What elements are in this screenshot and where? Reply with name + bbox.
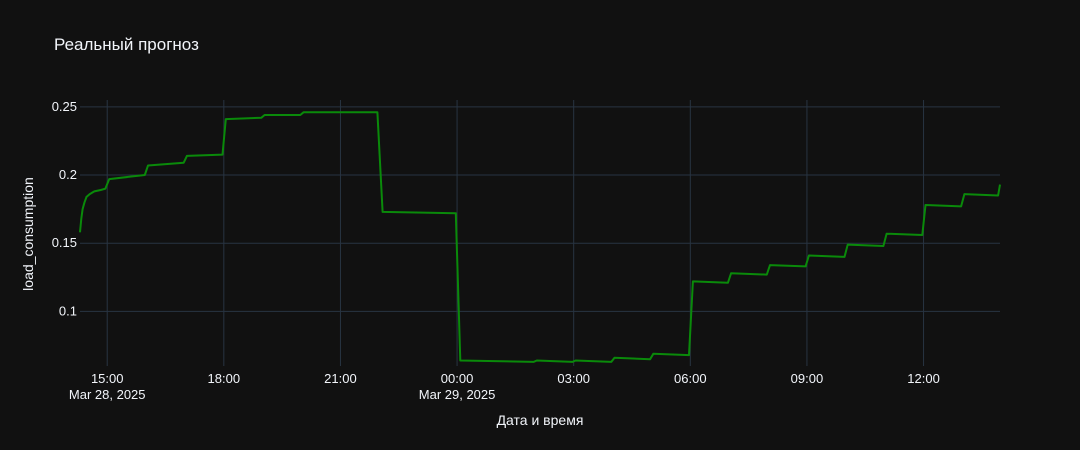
chart-title: Реальный прогноз — [54, 35, 199, 54]
y-tick-label: 0.15 — [52, 235, 77, 250]
y-tick-label: 0.1 — [59, 303, 77, 318]
x-tick-label: 21:00 — [324, 371, 357, 386]
x-axis-title: Дата и время — [497, 412, 584, 428]
y-axis-ticks: 0.1 0.15 0.2 0.25 — [52, 99, 77, 319]
x-tick-label: 12:00 — [907, 371, 940, 386]
x-tick-label: 03:00 — [557, 371, 590, 386]
series-line — [79, 111, 1001, 363]
x-tick-label: 06:00 — [674, 371, 707, 386]
y-tick-label: 0.2 — [59, 167, 77, 182]
y-axis-title: load_consumption — [20, 177, 36, 291]
x-tick-label: 00:00 — [441, 371, 474, 386]
series-layer — [79, 111, 1001, 363]
x-tick-label: 15:00 — [91, 371, 124, 386]
x-tick-date-label: Mar 29, 2025 — [419, 387, 496, 402]
x-tick-label: 18:00 — [208, 371, 241, 386]
gridlines — [80, 100, 1000, 366]
y-tick-label: 0.25 — [52, 99, 77, 114]
x-tick-label: 09:00 — [791, 371, 824, 386]
x-tick-date-label: Mar 28, 2025 — [69, 387, 146, 402]
